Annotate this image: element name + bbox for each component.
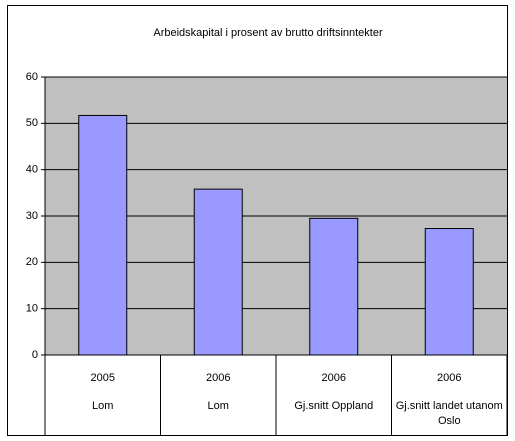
group-label: Gj.snitt landet utanom Oslo bbox=[395, 400, 503, 427]
group-label-box: Lom bbox=[207, 400, 229, 412]
x-tick-label: 2006 bbox=[206, 372, 230, 384]
group-label-box: Gj.snitt Oppland bbox=[294, 400, 374, 412]
y-tick-label: 60 bbox=[26, 71, 38, 83]
y-tick-label: 30 bbox=[26, 210, 38, 222]
x-tick-label: 2006 bbox=[437, 372, 461, 384]
y-tick-label: 10 bbox=[26, 303, 38, 315]
group-label-box: Lom bbox=[92, 400, 114, 412]
y-tick-label: 0 bbox=[32, 349, 38, 361]
y-tick-label: 20 bbox=[26, 256, 38, 268]
group-label: Gj.snitt Oppland bbox=[294, 400, 374, 412]
group-label: Lom bbox=[207, 400, 229, 412]
bar bbox=[424, 228, 474, 356]
y-tick-label: 40 bbox=[26, 164, 38, 176]
bar bbox=[78, 114, 128, 356]
chart-title: Arbeidskapital i prosent av brutto drift… bbox=[153, 27, 383, 39]
bar bbox=[193, 188, 243, 356]
y-tick-label: 50 bbox=[26, 117, 38, 129]
x-tick-label: 2006 bbox=[322, 372, 346, 384]
group-label-box: Gj.snitt landet utanom Oslo bbox=[395, 400, 503, 427]
group-label: Lom bbox=[92, 400, 114, 412]
bar bbox=[309, 217, 359, 356]
x-tick-label: 2005 bbox=[91, 372, 115, 384]
